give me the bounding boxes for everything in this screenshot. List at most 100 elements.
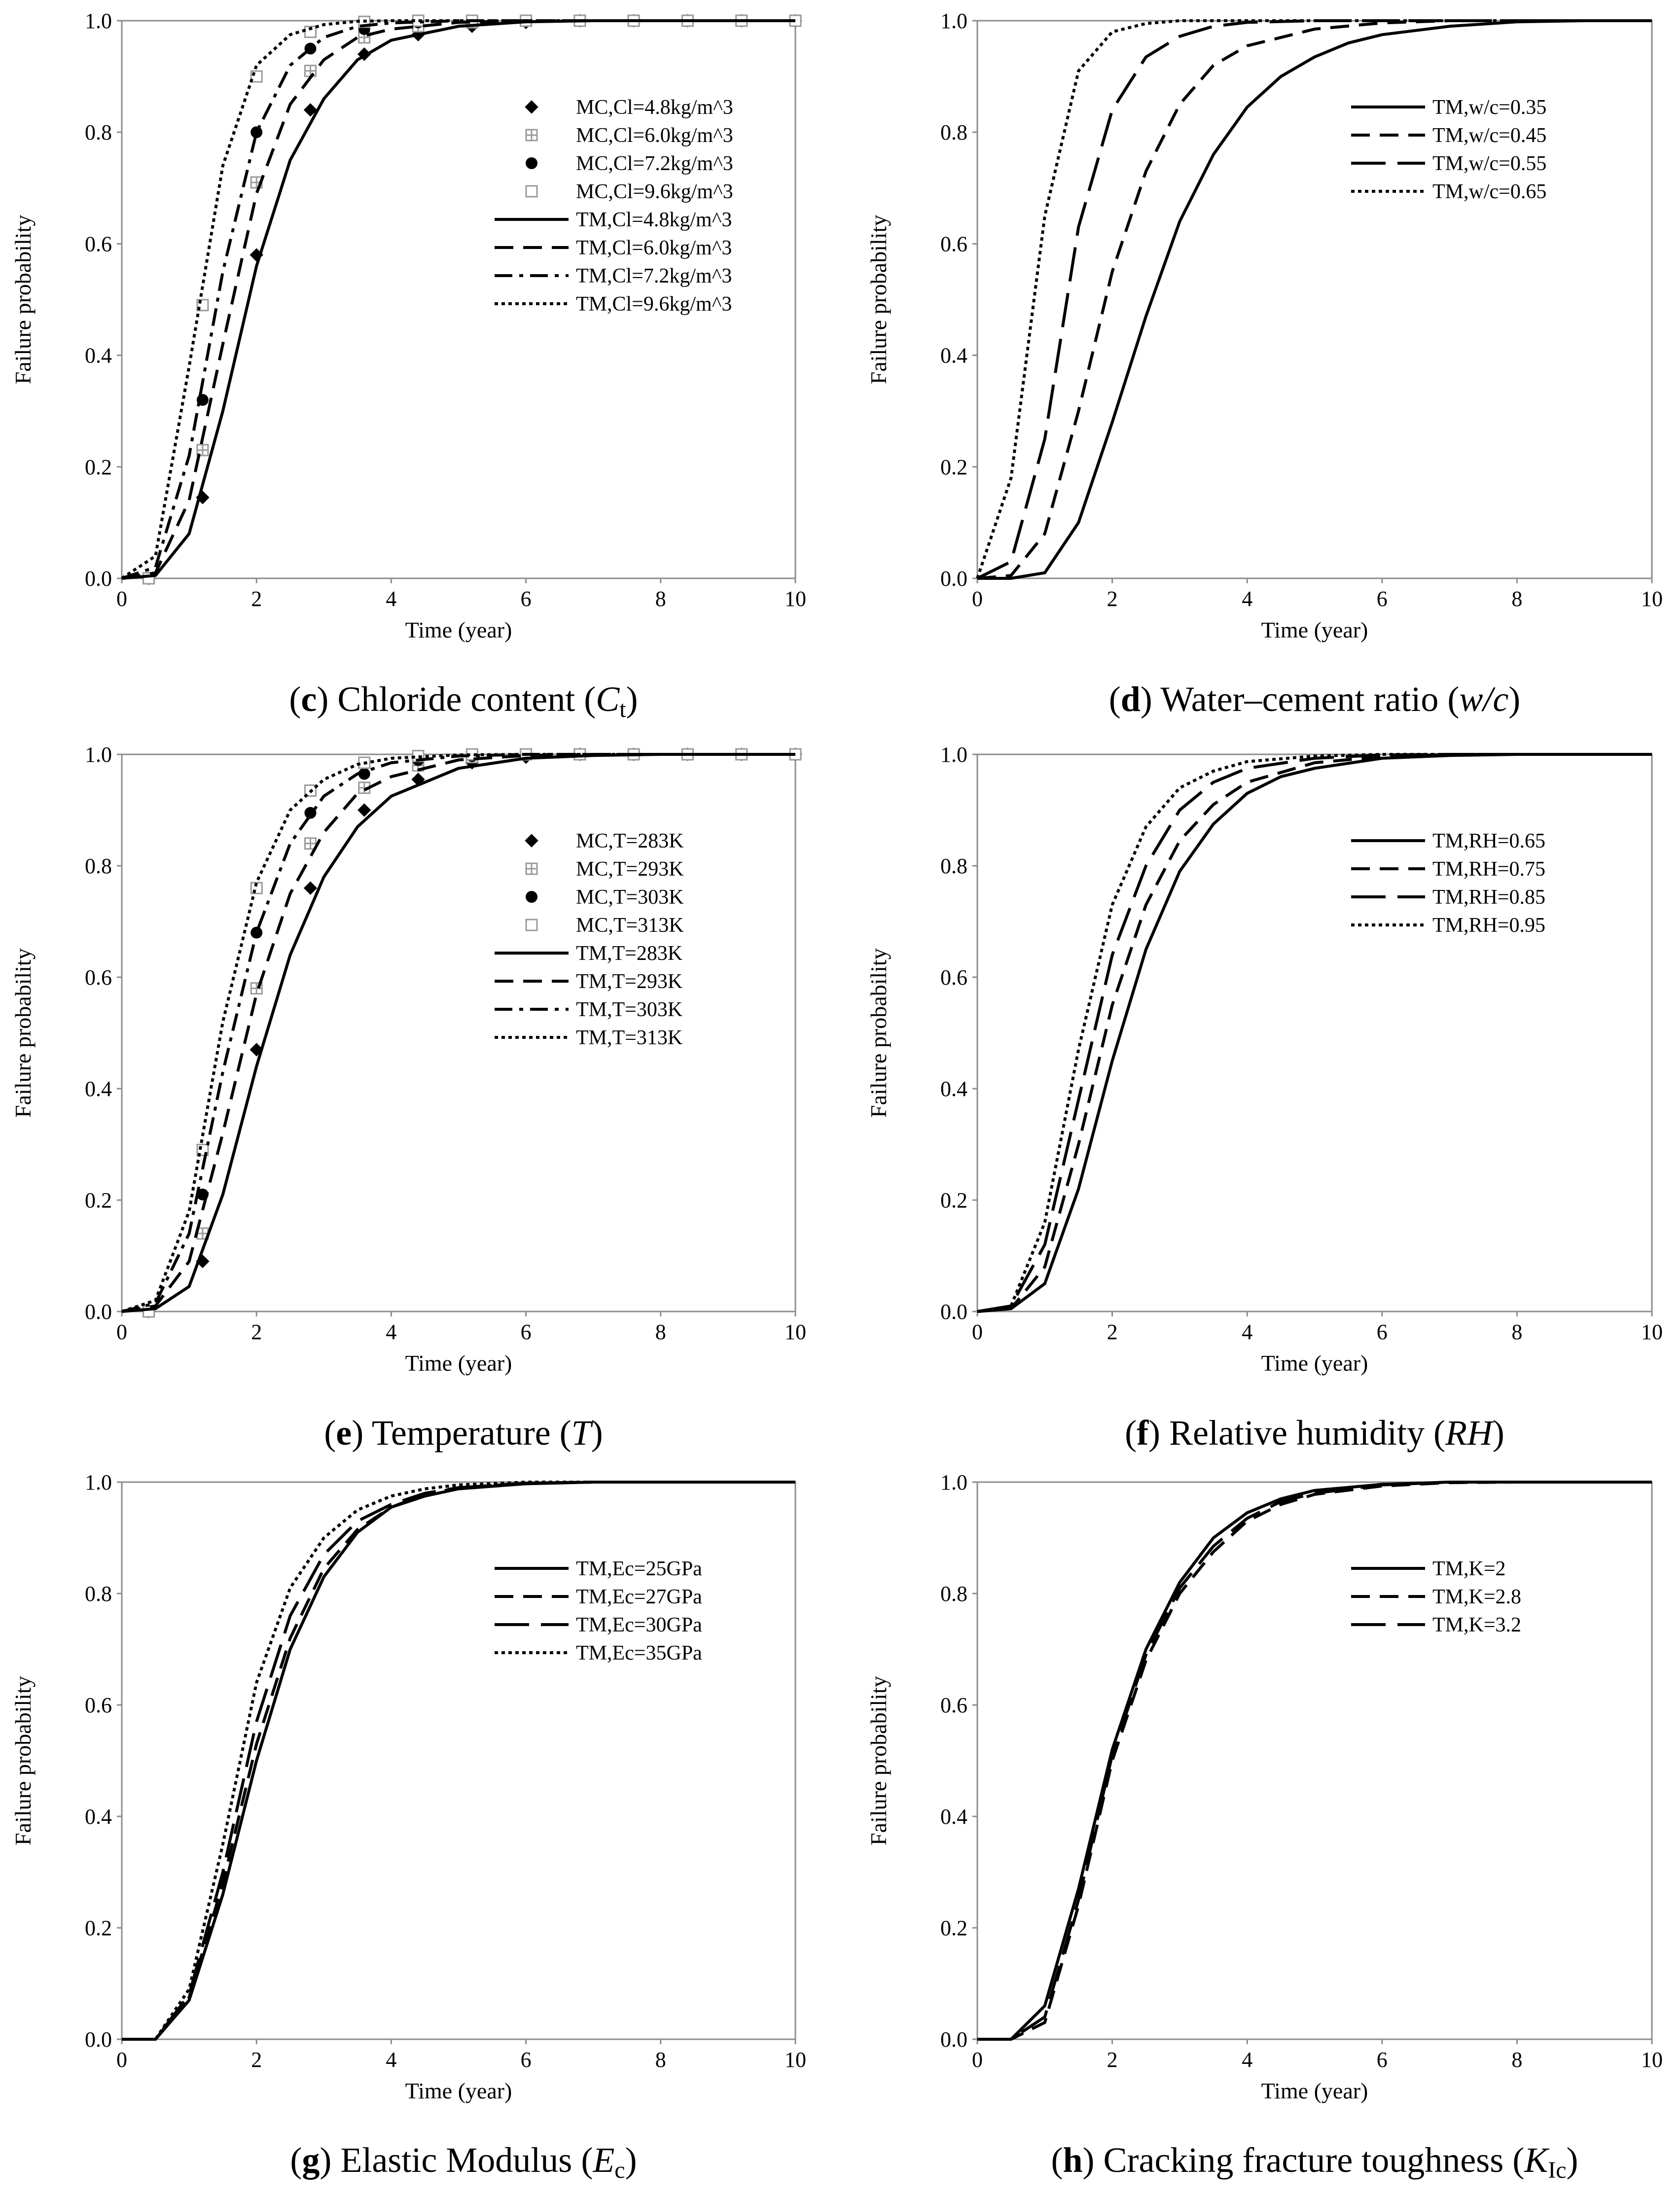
legend-swatch: [525, 185, 538, 198]
y-tick-label: 0.8: [85, 120, 112, 144]
legend-label: TM,Cl=6.0kg/m^3: [576, 237, 732, 259]
x-tick-label: 10: [785, 1320, 806, 1344]
legend-label: TM,w/c=0.45: [1432, 124, 1546, 147]
legend-label: TM,Ec=35GPa: [576, 1642, 702, 1665]
series-line: [977, 1481, 1652, 2041]
x-tick-label: 8: [1511, 587, 1522, 611]
legend-label: MC,T=283K: [576, 830, 684, 852]
x-tick-label: 2: [251, 2048, 262, 2072]
series-line: [977, 1481, 1652, 2041]
y-tick-label: 0.8: [940, 120, 967, 144]
x-tick-label: 10: [785, 2048, 806, 2072]
panel-caption: (d) Water–cement ratio (w/c): [1109, 679, 1521, 719]
y-axis-label: Failure probability: [866, 1676, 891, 1845]
x-tick-label: 4: [1242, 587, 1252, 611]
panel-caption: (h) Cracking fracture toughness (KIc): [1051, 2140, 1578, 2183]
legend-label: TM,RH=0.95: [1432, 914, 1545, 937]
y-tick-label: 0.4: [940, 1805, 967, 1829]
y-axis-label: Failure probability: [10, 215, 36, 385]
data-point: [303, 881, 318, 895]
legend-swatch: [526, 891, 537, 903]
legend-label: TM,w/c=0.65: [1432, 180, 1546, 203]
y-tick-label: 0.0: [940, 2027, 967, 2052]
legend-label: TM,w/c=0.55: [1432, 152, 1546, 175]
legend-label: TM,T=303K: [576, 998, 682, 1021]
series-line: [121, 753, 795, 1313]
x-tick-label: 2: [251, 1320, 262, 1344]
x-tick-label: 0: [116, 1320, 127, 1344]
panel-caption: (e) Temperature (T): [324, 1413, 603, 1453]
y-tick-label: 0.8: [85, 854, 112, 878]
legend-label: TM,Ec=25GPa: [576, 1558, 702, 1580]
x-tick-label: 4: [1242, 1320, 1252, 1344]
legend-label: TM,Cl=7.2kg/m^3: [576, 265, 732, 287]
data-point: [358, 768, 370, 780]
y-tick-label: 0.0: [85, 1300, 112, 1324]
legend-label: MC,Cl=7.2kg/m^3: [576, 152, 733, 175]
legend: TM,K=2 TM,K=2.8 TM,K=3.2: [1351, 1558, 1521, 1636]
legend-label: TM,Ec=27GPa: [576, 1586, 702, 1608]
legend-label: MC,Cl=9.6kg/m^3: [576, 180, 733, 203]
y-tick-label: 0.2: [85, 1188, 112, 1212]
x-axis-label: Time (year): [1261, 617, 1368, 642]
series-line: [976, 19, 1652, 579]
plot-frame: [976, 20, 1653, 579]
x-tick-label: 6: [1377, 1320, 1388, 1344]
plot-frame: [121, 753, 796, 1312]
y-tick-label: 1.0: [940, 9, 967, 33]
x-tick-label: 4: [386, 587, 396, 611]
legend-swatch: [525, 834, 538, 848]
x-axis-label: Time (year): [405, 1350, 512, 1376]
panel-caption: (f) Relative humidity (RH): [1125, 1413, 1504, 1453]
legend-label: TM,RH=0.85: [1432, 886, 1545, 909]
data-point: [304, 26, 317, 38]
y-tick-label: 0.4: [85, 344, 112, 368]
y-tick-label: 0.0: [940, 567, 967, 591]
x-tick-label: 6: [521, 1320, 532, 1344]
y-tick-label: 0.2: [940, 1188, 967, 1212]
series-line: [122, 1481, 795, 2041]
x-tick-label: 4: [386, 2048, 396, 2072]
legend-swatch: [525, 862, 538, 875]
legend-label: TM,Ec=30GPa: [576, 1614, 702, 1636]
legend-label: TM,w/c=0.35: [1432, 96, 1546, 119]
panel-caption: (c) Chloride content (Ct): [289, 679, 638, 722]
x-tick-label: 0: [972, 587, 983, 611]
x-axis-label: Time (year): [405, 2078, 512, 2103]
chart-panel-h: 0 2 4 6 8 10 0.0 0.2 0.4 0.6 0.8 1.0 Time (year) Fail…: [866, 1470, 1663, 2183]
legend-label: MC,Cl=4.8kg/m^3: [576, 96, 733, 119]
data-point: [357, 803, 371, 817]
y-tick-label: 0.8: [85, 1582, 112, 1606]
x-tick-label: 8: [1511, 2048, 1522, 2072]
x-tick-label: 8: [655, 587, 666, 611]
legend-label: TM,RH=0.75: [1432, 858, 1545, 881]
series-line: [977, 753, 1652, 1313]
y-axis-label: Failure probability: [866, 948, 891, 1118]
legend: TM,w/c=0.35 TM,w/c=0.45 TM,w/c=0.55 TM,w/c=…: [1351, 96, 1546, 203]
series-line: [121, 753, 795, 1313]
legend-label: TM,K=2: [1432, 1558, 1506, 1580]
data-point: [196, 444, 209, 457]
plot-frame: [121, 1481, 796, 2040]
y-tick-label: 0.2: [940, 455, 967, 479]
x-tick-label: 8: [655, 2048, 666, 2072]
x-tick-label: 4: [1242, 2048, 1252, 2072]
plot-frame: [976, 753, 1653, 1312]
x-axis-label: Time (year): [1261, 1350, 1368, 1376]
y-tick-label: 0.6: [85, 965, 112, 990]
y-tick-label: 0.0: [940, 1300, 967, 1324]
data-point: [304, 807, 317, 819]
x-tick-label: 6: [1377, 2048, 1388, 2072]
y-tick-label: 0.4: [85, 1077, 112, 1101]
data-point: [250, 926, 263, 939]
y-tick-label: 0.2: [85, 1916, 112, 1940]
x-tick-label: 6: [521, 587, 532, 611]
y-tick-label: 0.6: [940, 232, 967, 256]
legend-label: MC,T=313K: [576, 914, 684, 937]
series-line: [976, 19, 1652, 580]
y-tick-label: 0.2: [940, 1916, 967, 1940]
x-tick-label: 10: [1641, 2048, 1663, 2072]
x-tick-label: 10: [1641, 1320, 1663, 1344]
x-tick-label: 2: [1107, 587, 1118, 611]
x-tick-label: 2: [1107, 2048, 1118, 2072]
